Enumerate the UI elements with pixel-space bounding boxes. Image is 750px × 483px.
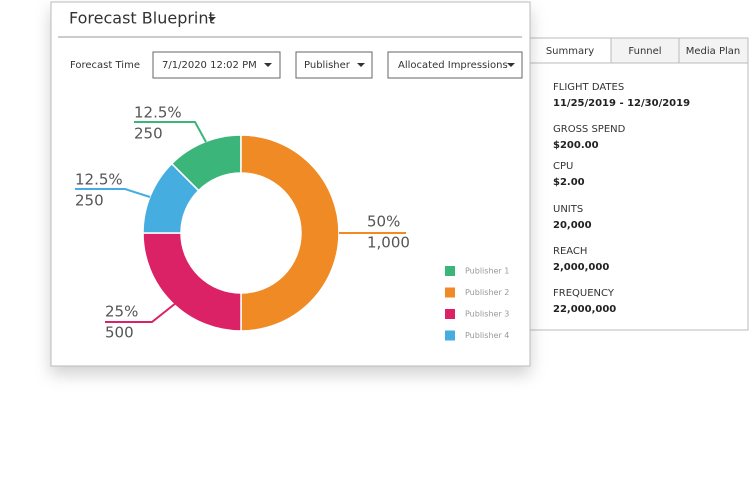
dropdown[interactable] [387,51,523,79]
summary-value: $2.00 [553,177,585,188]
leader-line [105,298,182,323]
legend-swatch [445,266,455,276]
legend-swatch [445,309,455,319]
legend-label: Publisher 3 [465,310,509,319]
summary-label: FLIGHT DATES [553,82,624,93]
tab[interactable] [610,37,680,64]
summary-label: REACH [553,246,587,257]
summary-label: GROSS SPEND [553,124,626,135]
summary-value: 11/25/2019 - 12/30/2019 [553,98,690,109]
summary-value: 2,000,000 [553,262,609,273]
dropdown[interactable] [152,51,281,79]
tab-label[interactable]: Media Plan [686,46,741,57]
percent-label: 12.5% [134,104,182,122]
summary-value: $200.00 [553,140,599,151]
dropdown-value[interactable]: 7/1/2020 12:02 PM [162,60,257,71]
impression-label: 1,000 [367,234,410,252]
legend-label: Publisher 1 [465,267,509,276]
title: Forecast Blueprint [69,9,215,28]
caret[interactable] [208,17,216,21]
impression-label: 250 [134,125,163,143]
leader-line [134,121,207,143]
filter-label: Forecast Time [70,60,140,71]
caret[interactable] [357,63,365,67]
tab-label[interactable]: Funnel [628,46,661,57]
tab[interactable] [529,37,612,64]
percent-label: 25% [105,303,138,321]
summary-panel: Summary Funnel Media Plan FLIGHT DATES 11… [529,37,749,331]
caret[interactable] [507,63,515,67]
percent-label: 50% [367,213,400,231]
legend-swatch [445,287,455,298]
impression-label: 500 [105,324,134,342]
dropdown-value[interactable]: Allocated Impressions [398,60,508,71]
summary-label: UNITS [553,204,583,215]
dropdown-value[interactable]: Publisher [304,60,351,71]
impression-label: 250 [75,192,104,210]
donut-slice [240,134,340,332]
panel-box [529,37,749,331]
summary-label: FREQUENCY [553,288,615,299]
leader-line [75,188,151,198]
tab[interactable] [678,37,749,64]
percent-label: 12.5% [75,171,123,189]
legend-label: Publisher 2 [465,288,509,297]
summary-value: 22,000,000 [553,304,616,315]
legend-swatch [445,330,455,341]
summary-label: CPU [553,161,573,172]
caret[interactable] [264,63,272,67]
tab-label[interactable]: Summary [546,46,594,57]
legend-label: Publisher 4 [465,331,509,340]
donut-slice [142,162,200,234]
summary-value: 20,000 [553,220,592,231]
